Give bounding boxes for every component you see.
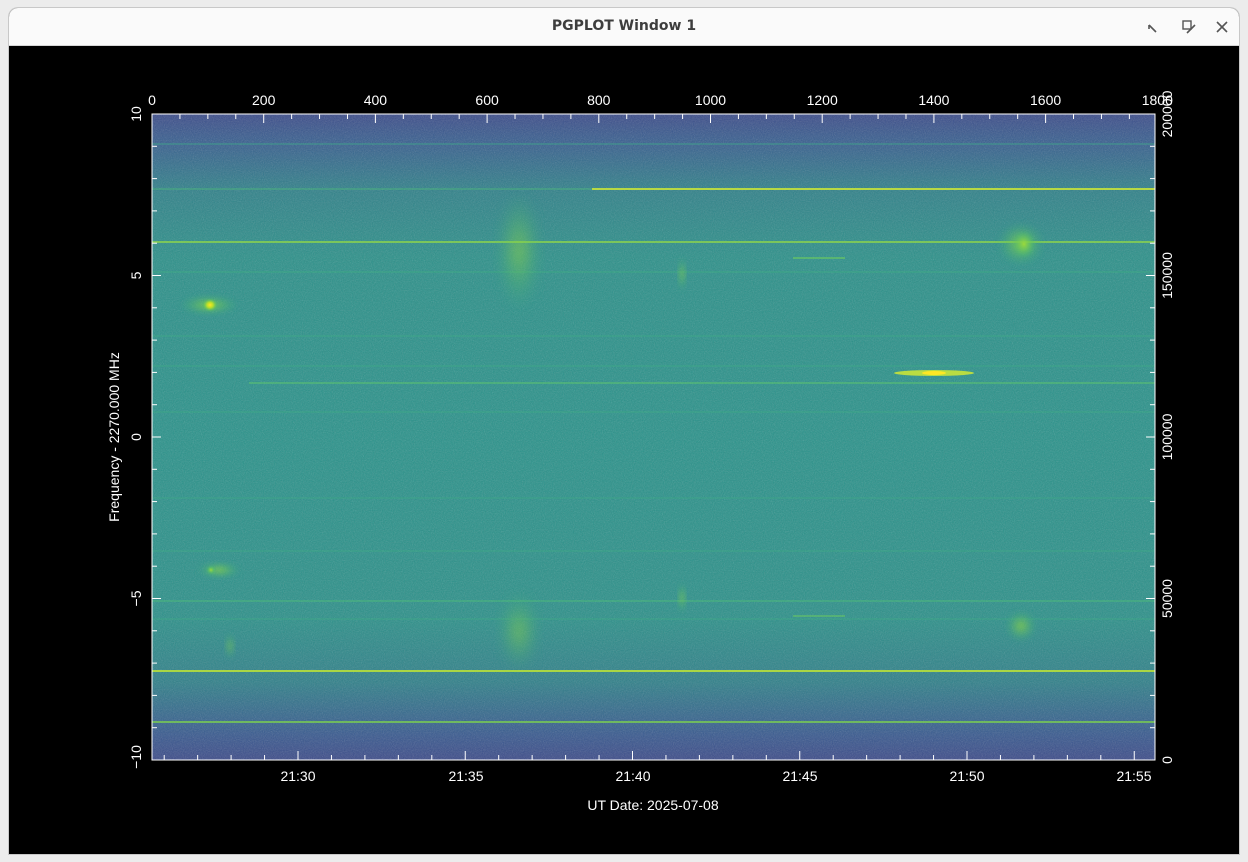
top-tick-label: 0 bbox=[148, 92, 156, 108]
maximize-button[interactable] bbox=[1178, 16, 1200, 38]
left-tick-label: 10 bbox=[128, 106, 144, 122]
right-tick-label: 50000 bbox=[1159, 579, 1175, 618]
axis-labels: 0 200 400 600 800 1000 1200 1400 1600 18… bbox=[106, 90, 1175, 813]
top-tick-label: 400 bbox=[364, 92, 388, 108]
top-tick-label: 1400 bbox=[918, 92, 949, 108]
top-tick-label: 1800 bbox=[1142, 92, 1173, 108]
top-tick-label: 1000 bbox=[695, 92, 726, 108]
bottom-tick-label: 21:45 bbox=[782, 768, 817, 784]
maximize-icon bbox=[1182, 20, 1196, 34]
bottom-tick-label: 21:40 bbox=[615, 768, 650, 784]
close-button[interactable] bbox=[1211, 16, 1233, 38]
left-tick-label: −10 bbox=[128, 745, 144, 769]
top-tick-label: 800 bbox=[587, 92, 611, 108]
top-tick-label: 200 bbox=[252, 92, 276, 108]
minimize-icon bbox=[1148, 24, 1157, 33]
waterfall-image bbox=[152, 114, 1155, 760]
bottom-tick-label: 21:55 bbox=[1116, 768, 1151, 784]
window-title: PGPLOT Window 1 bbox=[551, 18, 697, 34]
title-bar[interactable]: PGPLOT Window 1 bbox=[9, 8, 1239, 46]
left-tick-label: 5 bbox=[128, 271, 144, 279]
right-tick-label: 150000 bbox=[1159, 252, 1175, 299]
right-tick-label: 100000 bbox=[1159, 413, 1175, 460]
bottom-tick-label: 21:30 bbox=[280, 768, 315, 784]
axis-ticks bbox=[151, 113, 1155, 761]
top-tick-label: 1200 bbox=[807, 92, 838, 108]
right-tick-label: 0 bbox=[1159, 756, 1175, 764]
bottom-tick-label: 21:35 bbox=[448, 768, 483, 784]
top-tick-label: 600 bbox=[475, 92, 499, 108]
right-tick-label: 200000 bbox=[1159, 90, 1175, 137]
pgplot-window: PGPLOT Window 1 bbox=[9, 8, 1239, 854]
bottom-tick-label: 21:50 bbox=[949, 768, 984, 784]
plot-canvas: 0 200 400 600 800 1000 1200 1400 1600 18… bbox=[106, 90, 1175, 813]
left-tick-label: 0 bbox=[128, 433, 144, 441]
close-icon bbox=[1216, 21, 1228, 33]
top-tick-label: 1600 bbox=[1030, 92, 1061, 108]
left-tick-label: −5 bbox=[128, 590, 144, 606]
minimize-button[interactable] bbox=[1142, 16, 1164, 38]
y-axis-title: Frequency - 2270.000 MHz bbox=[106, 352, 122, 522]
x-axis-title: UT Date: 2025-07-08 bbox=[587, 797, 718, 813]
